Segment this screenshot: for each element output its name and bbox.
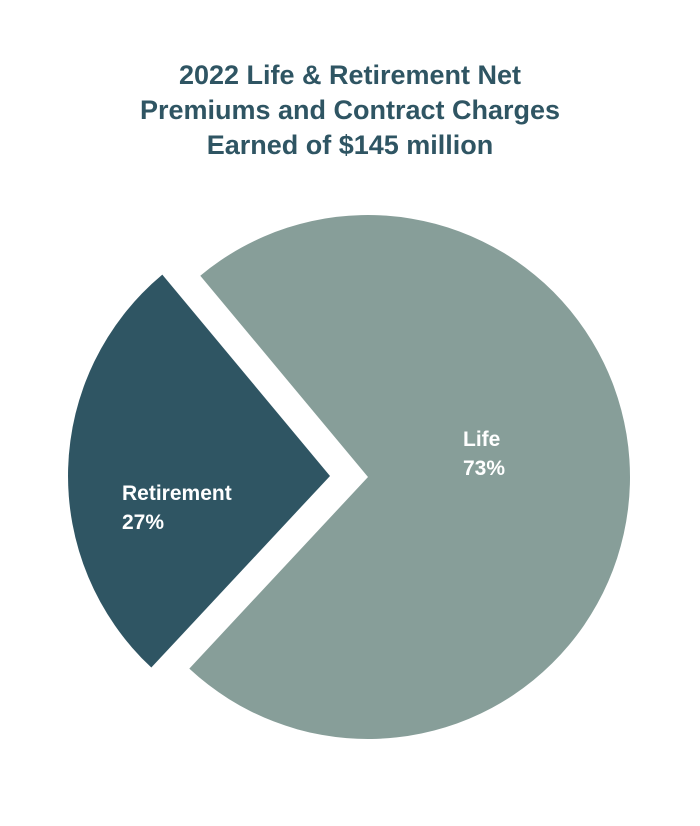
slice-label-retirement: Retirement xyxy=(122,482,232,505)
slice-label-life: Life xyxy=(463,428,500,451)
slice-value-retirement: 27% xyxy=(122,511,164,534)
chart-title: 2022 Life & Retirement Net Premiums and … xyxy=(0,58,700,163)
chart-title-line-2: Premiums and Contract Charges xyxy=(139,95,561,125)
chart-title-line-3: Earned of $145 million xyxy=(206,130,494,160)
slice-value-life: 73% xyxy=(463,457,505,480)
chart-title-line-1: 2022 Life & Retirement Net xyxy=(178,60,522,90)
pie-slice-retirement xyxy=(68,274,331,668)
pie-slice-life xyxy=(189,215,630,740)
